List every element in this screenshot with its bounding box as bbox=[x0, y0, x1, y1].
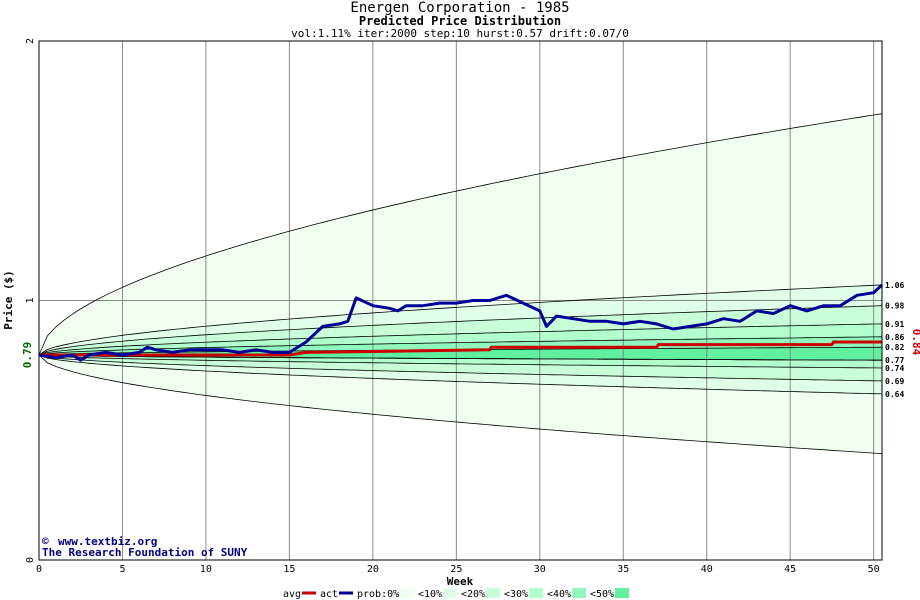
end-price-label: 0.84 bbox=[910, 329, 920, 356]
x-tick-label: 5 bbox=[119, 564, 125, 575]
credit-url: www.textbiz.org bbox=[58, 535, 157, 548]
band-boundary-lower bbox=[38, 354, 882, 361]
y-tick-label: 1 bbox=[25, 297, 36, 303]
legend-label: avg bbox=[283, 589, 301, 600]
legend-label: <30% bbox=[504, 589, 528, 600]
y-tick-label: 2 bbox=[25, 38, 36, 44]
x-tick-label: 25 bbox=[450, 564, 462, 575]
legend-label: <50% bbox=[590, 589, 614, 600]
legend-label: <40% bbox=[547, 589, 571, 600]
legend-label: <20% bbox=[461, 589, 485, 600]
right-percentile-label: 0.74 bbox=[885, 364, 904, 373]
series-line-act bbox=[38, 283, 884, 362]
band-boundary-upper bbox=[38, 113, 883, 356]
credit-org: The Research Foundation of SUNY bbox=[42, 546, 248, 559]
legend-label: prob:0% bbox=[357, 589, 399, 600]
x-tick-label: 30 bbox=[534, 564, 546, 575]
series-lines bbox=[38, 283, 884, 362]
legend-swatch-band bbox=[572, 588, 586, 598]
probability-bands bbox=[39, 113, 882, 454]
band-boundary-lines bbox=[38, 113, 883, 454]
legend-swatch-band bbox=[529, 588, 543, 598]
legend-swatch-band bbox=[486, 588, 500, 598]
copyright-icon: © bbox=[42, 535, 49, 548]
right-percentile-label: 0.69 bbox=[885, 377, 904, 386]
start-price-label: 0.79 bbox=[21, 342, 34, 369]
x-tick-labels: 0 5 10 15 20 25 30 35 40 45 50 bbox=[36, 564, 880, 575]
right-percentile-label: 0.86 bbox=[885, 333, 904, 342]
right-percentile-label: 0.77 bbox=[885, 356, 904, 365]
x-tick-label: 35 bbox=[617, 564, 629, 575]
band-boundary-lower bbox=[38, 354, 883, 395]
right-percentile-label: 0.98 bbox=[885, 302, 904, 311]
band-boundary-upper bbox=[38, 284, 883, 356]
right-percentile-label: 0.82 bbox=[885, 343, 904, 352]
right-percentile-label: 0.64 bbox=[885, 390, 904, 399]
y-tick-labels: 0 1 2 bbox=[25, 38, 36, 563]
band-boundary-upper bbox=[38, 323, 883, 356]
x-tick-label: 20 bbox=[367, 564, 379, 575]
right-percentile-label: 1.06 bbox=[885, 281, 904, 290]
legend-label: <10% bbox=[418, 589, 442, 600]
band-boundary-upper bbox=[38, 305, 883, 356]
legend-label: act bbox=[320, 589, 338, 600]
x-tick-label: 15 bbox=[283, 564, 295, 575]
x-tick-label: 40 bbox=[701, 564, 713, 575]
chart-subtitle: Predicted Price Distribution bbox=[359, 14, 561, 28]
band-boundary-lower bbox=[38, 354, 883, 454]
x-tick-label: 0 bbox=[36, 564, 42, 575]
series-line-avg bbox=[39, 340, 882, 357]
y-tick-label: 0 bbox=[25, 557, 36, 563]
legend-swatch-band bbox=[400, 588, 414, 598]
band-50pct bbox=[39, 347, 882, 361]
chart-title: Energen Corporation - 1985 bbox=[350, 0, 569, 16]
band-boundary-upper bbox=[38, 336, 883, 356]
plot-frame bbox=[38, 40, 883, 561]
x-tick-label: 10 bbox=[200, 564, 212, 575]
band-boundary-lower bbox=[38, 354, 883, 382]
band-boundary-lower bbox=[38, 354, 883, 369]
x-tick-label: 45 bbox=[784, 564, 796, 575]
x-tick-label: 50 bbox=[868, 564, 880, 575]
legend: avg act prob:0% <10% <20% <30% <40% <50% bbox=[283, 588, 629, 600]
legend-swatch-band bbox=[615, 588, 629, 598]
right-percentile-labels: 1.06 0.98 0.91 0.860.82 0.770.74 0.69 0.64 bbox=[885, 281, 904, 399]
x-axis-label: Week bbox=[447, 575, 474, 588]
legend-swatch-band bbox=[443, 588, 457, 598]
right-percentile-label: 0.91 bbox=[885, 320, 904, 329]
chart-params: vol:1.11% iter:2000 step:10 hurst:0.57 d… bbox=[291, 27, 629, 40]
y-axis-label: Price ($) bbox=[2, 270, 15, 330]
